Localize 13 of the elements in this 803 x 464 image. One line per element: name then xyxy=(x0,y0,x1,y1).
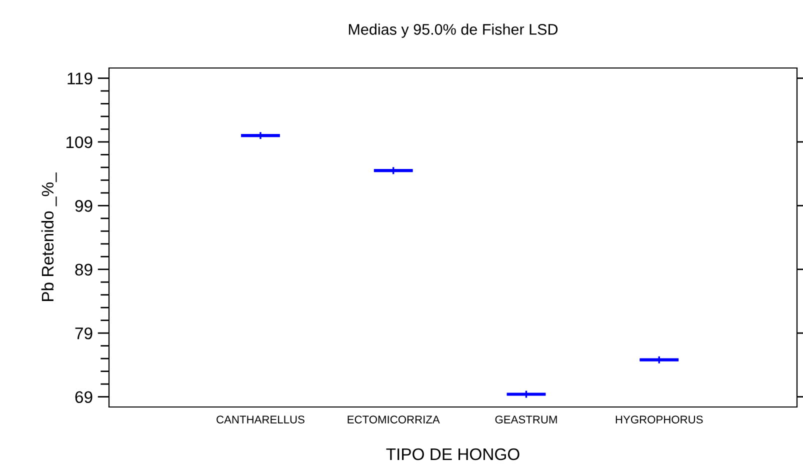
y-tick-label: 89 xyxy=(75,264,92,276)
x-axis-title: TIPO DE HONGO xyxy=(386,448,520,460)
x-tick-label: HYGROPHORUS xyxy=(616,416,703,424)
chart-title: Medias y 95.0% de Fisher LSD xyxy=(348,24,558,38)
y-tick-label: 79 xyxy=(75,327,92,340)
x-tick-label: ECTOMICORRIZA xyxy=(348,416,440,424)
y-tick-label: 69 xyxy=(75,391,92,404)
y-tick-label: 109 xyxy=(66,136,92,148)
x-tick-label: CANTHARELLUS xyxy=(216,416,304,424)
y-tick-label: 99 xyxy=(75,200,92,212)
y-axis-title: Pb Retenido _%_ xyxy=(41,172,57,301)
y-tick-label: 119 xyxy=(68,72,92,84)
x-tick-label: GEASTRUM xyxy=(495,416,557,424)
